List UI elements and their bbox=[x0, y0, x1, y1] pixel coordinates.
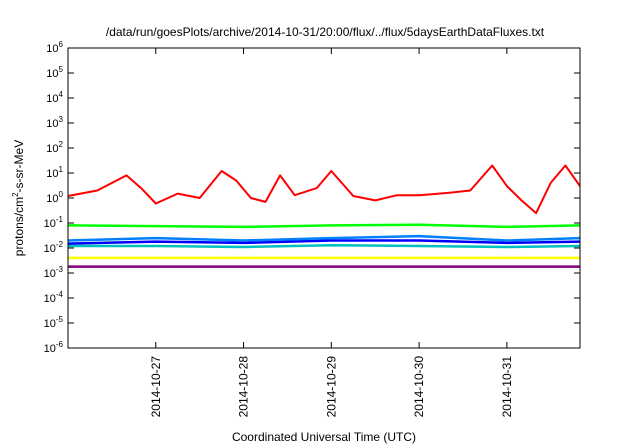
series-line-4 bbox=[68, 243, 581, 249]
y-tick-label: 10-5 bbox=[44, 315, 64, 330]
y-tick-label: 10-4 bbox=[44, 290, 64, 305]
series-layer bbox=[67, 164, 581, 268]
y-tick-label: 105 bbox=[46, 65, 63, 80]
y-tick-label: 106 bbox=[46, 40, 63, 55]
y-tick-label: 104 bbox=[46, 90, 63, 105]
x-tick-label: 2014-10-30 bbox=[412, 356, 426, 418]
y-tick-label: 10-3 bbox=[44, 265, 64, 280]
x-tick-label: 2014-10-27 bbox=[149, 356, 163, 418]
y-tick-label: 100 bbox=[46, 190, 63, 205]
x-axis-label: Coordinated Universal Time (UTC) bbox=[232, 430, 416, 444]
series-line-1 bbox=[67, 223, 581, 229]
y-axis-label: protons/cm2-s-sr-MeV bbox=[11, 140, 26, 256]
chart-title: /data/run/goesPlots/archive/2014-10-31/2… bbox=[106, 25, 545, 39]
plot-frame bbox=[67, 47, 581, 349]
series-line-2 bbox=[67, 234, 581, 242]
y-axis: 10-6 10-5 10-4 10-3 10-2 10-1 100 101 102 103 104 1… bbox=[44, 40, 580, 355]
y-tick-label: 101 bbox=[46, 165, 63, 180]
y-tick-label: 10-6 bbox=[44, 340, 64, 355]
y-label-rest: -s-sr-MeV bbox=[12, 140, 26, 193]
series-line-0 bbox=[67, 164, 581, 215]
x-axis: 2014-10-27 2014-10-28 2014-10-29 2014-10-30… bbox=[149, 48, 514, 417]
x-tick-label: 2014-10-28 bbox=[237, 356, 251, 418]
y-label-base: protons/cm bbox=[12, 197, 26, 256]
x-tick-label: 2014-10-31 bbox=[500, 356, 514, 418]
series-line-3 bbox=[67, 239, 581, 245]
y-tick-label: 10-2 bbox=[44, 240, 64, 255]
x-tick-label: 2014-10-29 bbox=[324, 356, 338, 418]
y-tick-label: 10-1 bbox=[44, 215, 64, 230]
y-tick-label: 102 bbox=[46, 140, 63, 155]
y-label-sup: 2 bbox=[11, 192, 20, 197]
y-tick-label: 103 bbox=[46, 115, 63, 130]
